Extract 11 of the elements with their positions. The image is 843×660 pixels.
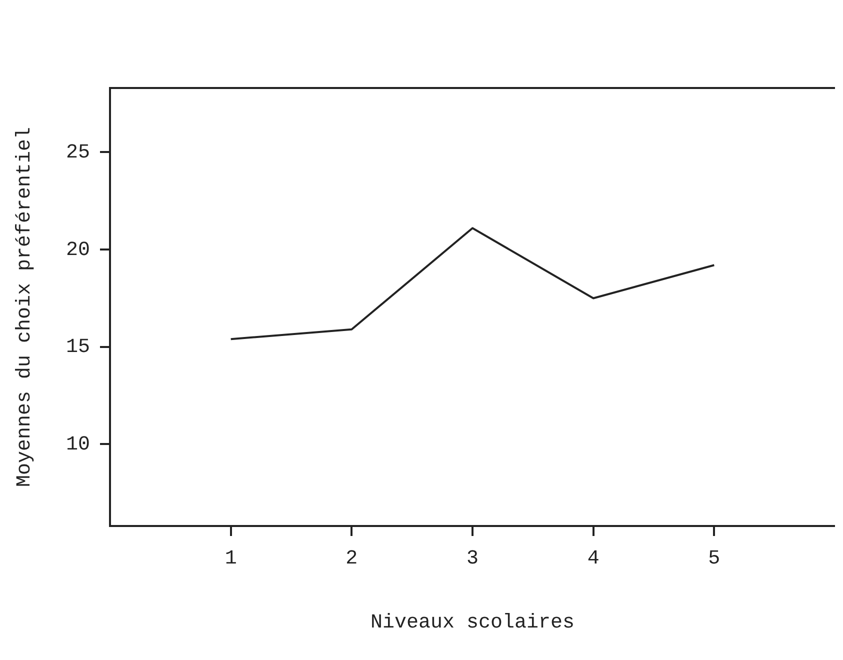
y-axis-title: Moyennes du choix préférentiel (13, 126, 36, 488)
x-tick-label: 4 (587, 547, 600, 570)
x-tick-label: 2 (346, 547, 358, 570)
y-tick-label: 10 (66, 434, 90, 457)
y-tick-label: 15 (66, 336, 90, 360)
y-tick-label: 25 (66, 142, 90, 165)
x-tick-label: 5 (708, 547, 720, 570)
x-tick-label: 1 (224, 547, 237, 570)
y-tick-label: 20 (66, 238, 90, 262)
x-tick-label: 3 (466, 547, 479, 570)
x-axis-title: Niveaux scolaires (370, 611, 575, 634)
